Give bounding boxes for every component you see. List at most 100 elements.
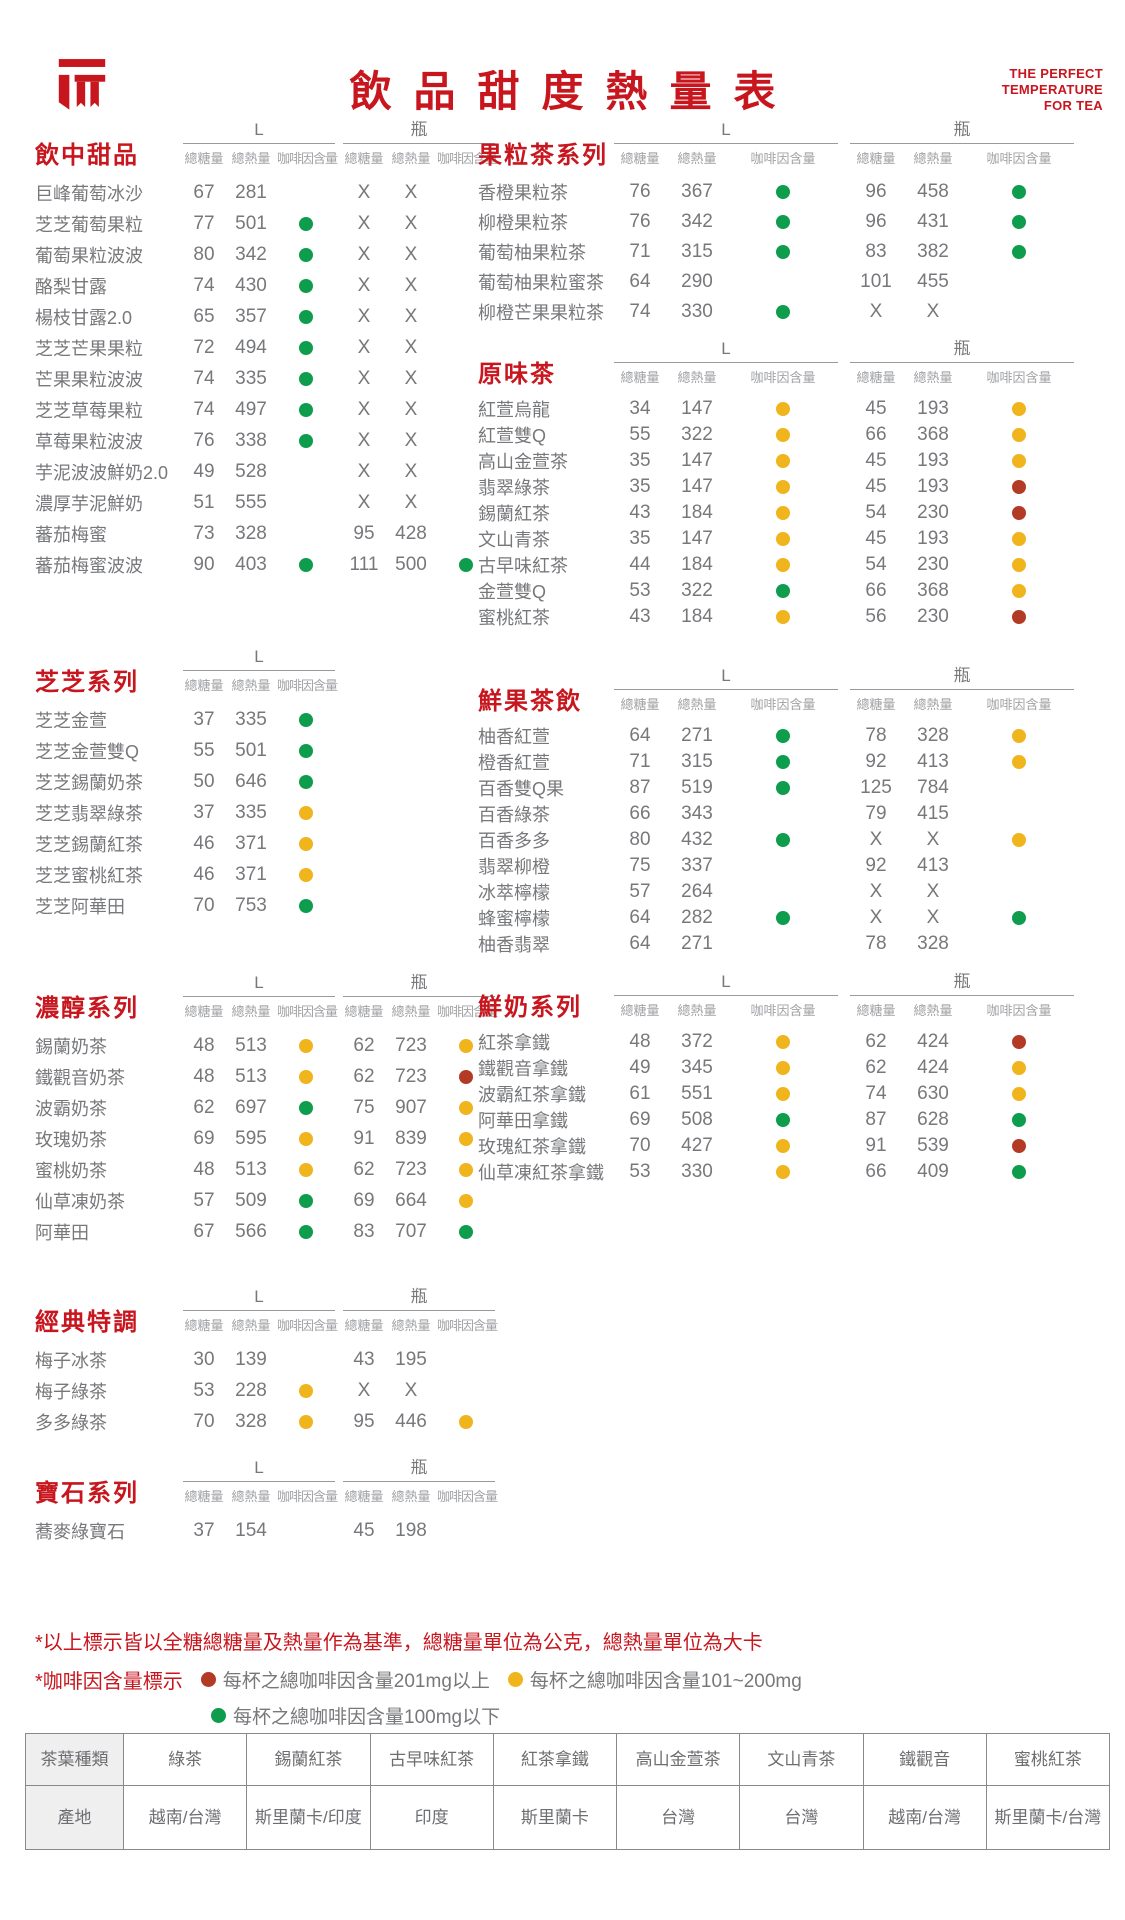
caffeine-dot-icon: [299, 402, 313, 417]
calories-value: 413: [917, 855, 949, 876]
sugar-value: 64: [629, 933, 651, 954]
caffeine-dot-icon: [299, 216, 313, 231]
values-bottle: 66 409: [850, 1161, 1074, 1183]
column-label-calories: 總熱量: [391, 1489, 431, 1504]
menu-section: 原味茶 L 總糖量 總熱量 咖啡因含量 瓶 總糖量 總熱量 咖啡因含量 紅萱烏龍: [478, 339, 1125, 630]
legend-item: 每杯之總咖啡因含量100mg以下: [211, 1702, 500, 1729]
drink-row: 芝芝芒果果粒 72 494 X X: [35, 332, 535, 363]
column-label-sugar: 總糖量: [856, 151, 896, 166]
sugar-value: 90: [193, 553, 215, 575]
calories-value: 528: [235, 460, 267, 482]
column-labels: 總糖量 總熱量 咖啡因含量: [183, 671, 338, 694]
section-title: 鮮果茶飲: [478, 685, 582, 715]
caffeine-dot-icon: [1012, 911, 1026, 925]
values-bottle: 75 907: [343, 1097, 495, 1119]
calories-value: 513: [235, 1034, 267, 1056]
section-header: 原味茶 L 總糖量 總熱量 咖啡因含量 瓶 總糖量 總熱量 咖啡因含量: [478, 339, 1125, 386]
values-l: 49 345: [614, 1057, 838, 1079]
calories-value: 328: [235, 1410, 267, 1432]
drink-row: 百香雙Q果 87 519 125 784: [478, 775, 1125, 801]
values-l: 73 328: [183, 523, 335, 545]
calories-value: 513: [235, 1158, 267, 1180]
caffeine-cell: [277, 340, 335, 355]
values-l: 77 501: [183, 213, 335, 235]
sugar-value: 70: [193, 1410, 215, 1432]
caffeine-cell: [437, 557, 495, 572]
caffeine-dot-icon: [1012, 480, 1026, 494]
caffeine-cell: [728, 558, 838, 572]
values-bottle: X X: [343, 368, 495, 390]
sugar-value: X: [357, 491, 371, 513]
values-l: 74 497: [183, 399, 335, 421]
caffeine-legend-row2: 每杯之總咖啡因含量100mg以下: [211, 1702, 1105, 1729]
values-l: 49 528: [183, 461, 335, 483]
sugar-value: 125: [860, 777, 892, 798]
column-label-calories: 總熱量: [391, 1318, 431, 1333]
section-rows: 紅萱烏龍 34 147 45 193 紅萱雙Q 55 322 66 368 高山…: [478, 396, 1125, 630]
column-label-sugar: 總糖量: [184, 1004, 224, 1019]
sugar-value: 64: [629, 725, 651, 746]
menu-section: 飲中甜品 L 總糖量 總熱量 咖啡因含量 瓶 總糖量 總熱量 咖啡因含量 巨峰葡…: [35, 120, 535, 580]
sugar-value: 101: [860, 271, 892, 292]
drink-row: 楊枝甘露2.0 65 357 X X: [35, 301, 535, 332]
sugar-value: 54: [865, 502, 887, 523]
drink-row: 柚香翡翠 64 271 78 328: [478, 931, 1125, 957]
values-l: 35 147: [614, 476, 838, 498]
drink-name: 酪梨甘露: [35, 276, 107, 297]
calories-value: 566: [235, 1220, 267, 1242]
drink-name: 波霸紅茶拿鐵: [478, 1085, 586, 1105]
values-bottle: 78 328: [850, 933, 1074, 955]
values-bottle: 91 839: [343, 1128, 495, 1150]
drink-name: 阿華田拿鐵: [478, 1111, 568, 1131]
column-label-sugar: 總糖量: [344, 151, 384, 166]
origin-table-cell: 斯里蘭卡/印度: [246, 1785, 371, 1850]
calories-value: 497: [235, 398, 267, 420]
calories-value: 345: [681, 1057, 713, 1078]
sugar-value: 43: [353, 1348, 375, 1370]
calories-value: 357: [235, 305, 267, 327]
sugar-value: X: [357, 429, 371, 451]
calories-value: 539: [917, 1135, 949, 1156]
caffeine-dot-icon: [776, 245, 790, 259]
caffeine-dot-icon: [299, 898, 313, 913]
values-l: 64 271: [614, 933, 838, 955]
caffeine-cell: [964, 584, 1074, 598]
calories-value: 431: [917, 211, 949, 232]
drink-name: 巨峰葡萄冰沙: [35, 183, 143, 204]
section-header: 果粒茶系列 L 總糖量 總熱量 咖啡因含量 瓶 總糖量 總熱量 咖啡因含量: [478, 120, 1125, 167]
section-header: 鮮奶系列 L 總糖量 總熱量 咖啡因含量 瓶 總糖量 總熱量 咖啡因含量: [478, 972, 1125, 1019]
values-l: 55 501: [183, 740, 335, 762]
column-label-sugar: 總糖量: [620, 697, 660, 712]
sugar-value: 71: [629, 751, 651, 772]
column-label-sugar: 總糖量: [856, 370, 896, 385]
caffeine-dot-icon: [776, 305, 790, 319]
values-l: 64 271: [614, 725, 838, 747]
size-group-l: L 總糖量 總熱量 咖啡因含量: [614, 666, 838, 713]
values-l: 71 315: [614, 241, 838, 263]
page-title: 飲品甜度熱量表: [349, 67, 798, 116]
column-label-caffeine: 咖啡因含量: [437, 151, 498, 166]
drink-row: 阿華田拿鐵 69 508 87 628: [478, 1107, 1125, 1133]
drink-name: 鐵觀音奶茶: [35, 1067, 125, 1088]
caffeine-dot-icon: [299, 1383, 313, 1398]
caffeine-dot-icon: [299, 1414, 313, 1429]
sugar-value: 92: [865, 855, 887, 876]
caffeine-cell: [277, 836, 335, 851]
calories-value: 147: [681, 528, 713, 549]
sugar-value: X: [869, 301, 883, 322]
drink-name: 百香綠茶: [478, 805, 550, 825]
column-label-calories: 總熱量: [231, 1318, 271, 1333]
values-l: 30 139: [183, 1349, 335, 1371]
calories-value: 230: [917, 606, 949, 627]
drink-name: 阿華田: [35, 1222, 89, 1243]
size-label: 瓶: [343, 1458, 495, 1482]
column-label-calories: 總熱量: [913, 697, 953, 712]
size-group-bottle: 瓶 總糖量 總熱量 咖啡因含量: [850, 339, 1074, 386]
calories-value: 723: [395, 1065, 427, 1087]
caffeine-cell: [728, 480, 838, 494]
caffeine-dot-icon: [1012, 454, 1026, 468]
caffeine-dot-icon: [1012, 584, 1026, 598]
sugar-value: 62: [353, 1034, 375, 1056]
caffeine-dot-icon: [776, 506, 790, 520]
size-group-bottle: 瓶 總糖量 總熱量 咖啡因含量: [343, 973, 498, 1020]
